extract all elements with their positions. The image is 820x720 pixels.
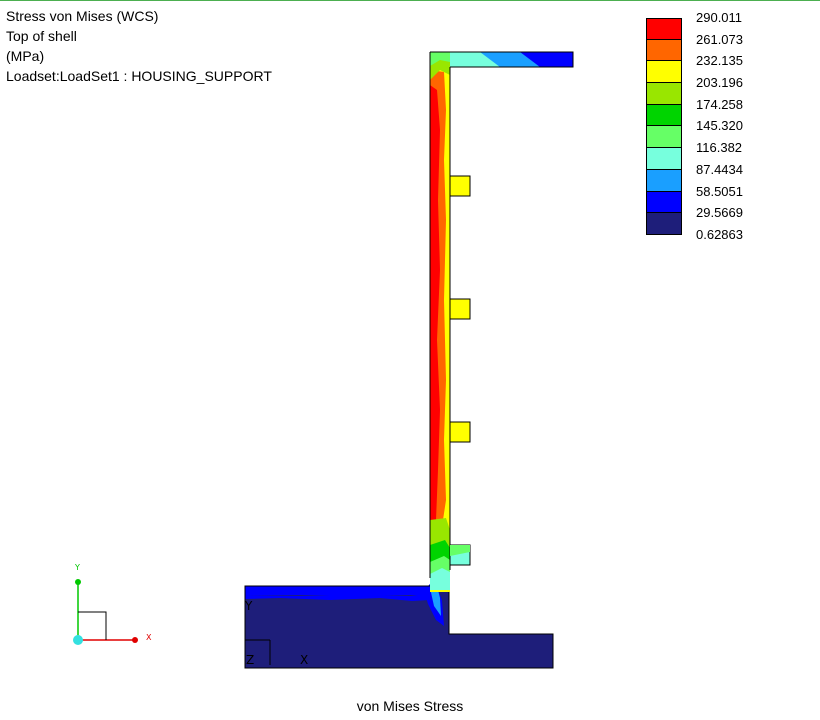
stiffener-tab	[449, 298, 471, 320]
flange-outline	[430, 51, 574, 68]
legend-swatch	[646, 213, 682, 235]
legend-swatch	[646, 148, 682, 170]
result-units: (MPa)	[6, 48, 45, 64]
legend-swatch	[646, 83, 682, 105]
legend-swatch	[646, 61, 682, 84]
legend-swatch	[646, 39, 682, 62]
wall-top-lightgreen-zone	[430, 52, 450, 66]
triad-y-label: Y	[74, 563, 80, 572]
result-header: Stress von Mises (WCS) Top of shell (MPa…	[6, 6, 272, 86]
legend-label: 87.4434	[696, 161, 743, 177]
stiffener-tab	[449, 421, 471, 443]
global-triad: Y X	[73, 563, 152, 645]
base-plate	[244, 569, 554, 669]
legend-label: 290.011	[696, 10, 743, 25]
legend-label: 203.196	[696, 75, 743, 91]
triad-x-tip	[132, 637, 138, 643]
triad-plane-box	[78, 611, 107, 640]
legend-swatch	[646, 18, 682, 40]
legend-label: 58.5051	[696, 183, 743, 199]
window-top-border	[0, 0, 820, 1]
legend-label-min: 0.62863	[696, 227, 743, 243]
triad-y-tip	[75, 579, 81, 585]
legend-label: 29.5669	[696, 205, 743, 221]
model-triad-z-label: Z	[246, 653, 254, 667]
legend-label: 145.320	[696, 118, 743, 134]
stiffener-tabs	[449, 175, 471, 566]
wall-bottom-cyan-zone	[430, 568, 450, 590]
legend-label: 261.073	[696, 31, 743, 47]
legend-label: 174.258	[696, 96, 743, 112]
model-triad-y-label: Y	[244, 599, 253, 613]
model-triad-x-label: X	[300, 653, 308, 667]
base-foot-right	[449, 634, 553, 668]
top-flange	[430, 51, 574, 68]
base-plate-blue-band	[245, 586, 430, 595]
flange-cyan-zone	[450, 52, 500, 67]
legend-label: 232.135	[696, 53, 743, 69]
legend-swatch	[646, 191, 682, 214]
stiffener-tab	[449, 175, 471, 197]
result-loadset: Loadset:LoadSet1 : HOUSING_SUPPORT	[6, 68, 272, 84]
plot-caption: von Mises Stress	[356, 698, 464, 714]
triad-x-label: X	[146, 633, 152, 642]
vertical-wall	[429, 52, 451, 592]
legend-swatch	[646, 169, 682, 192]
legend-swatch	[646, 126, 682, 149]
result-surface: Top of shell	[6, 28, 77, 44]
legend-swatch	[646, 104, 682, 127]
stiffener-tab-green-edge	[450, 545, 470, 556]
wall-red-zone	[430, 85, 440, 535]
legend-label: 116.382	[696, 140, 743, 156]
model-triad: Y Z X	[244, 599, 308, 667]
triad-origin	[73, 635, 83, 645]
base-plate-wavy-band	[245, 594, 430, 601]
result-title: Stress von Mises (WCS)	[6, 8, 159, 24]
